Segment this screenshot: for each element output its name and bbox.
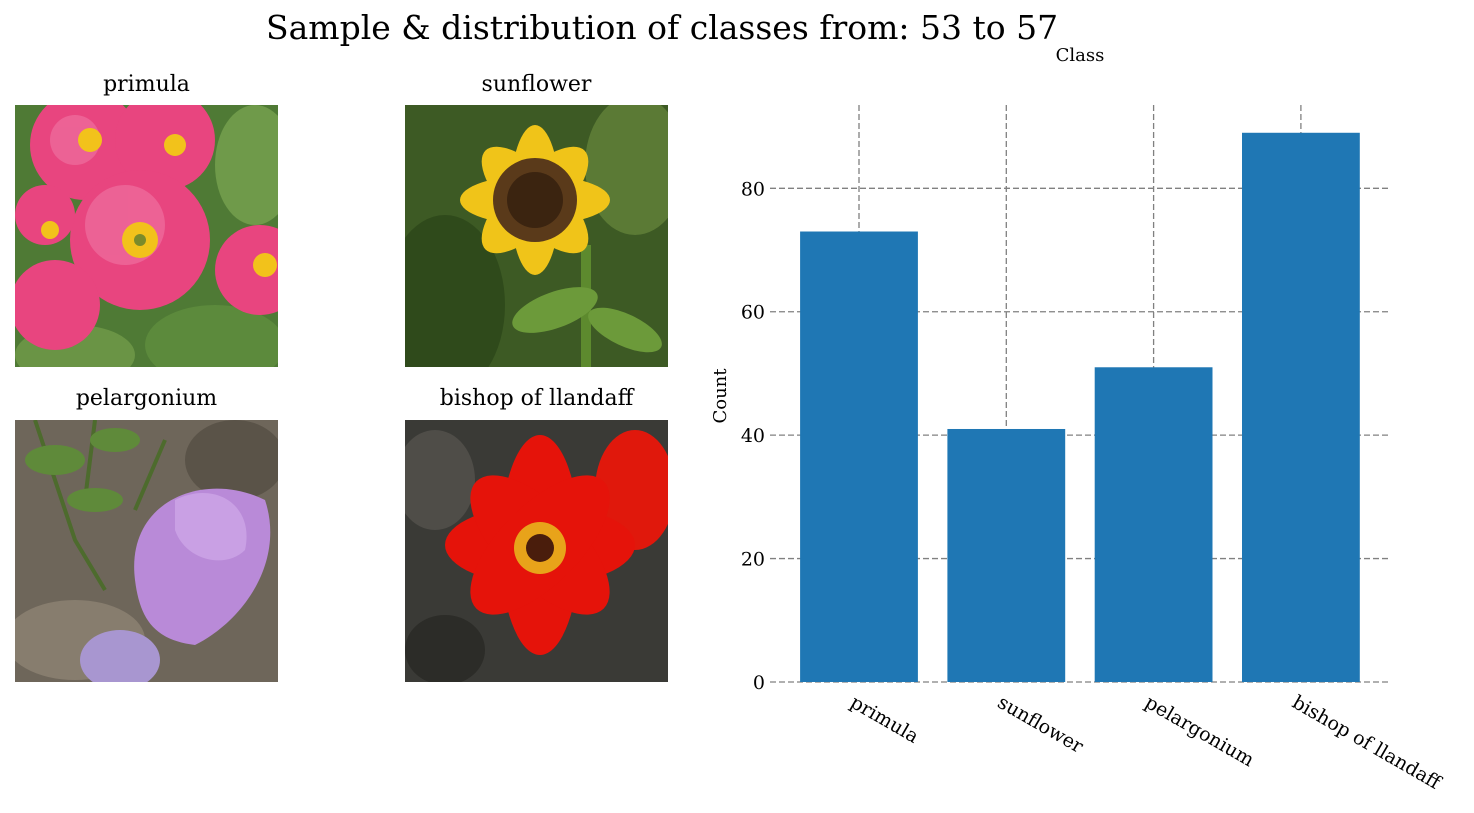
y-tick-label: 20 [741, 549, 765, 571]
x-tick-label: bishop of llandaff [1288, 691, 1445, 794]
bar-sunflower [947, 428, 1066, 682]
bar-bishop-of-llandaff [1242, 132, 1360, 683]
y-tick-label: 60 [741, 302, 765, 324]
class-distribution-chart: 0 20 40 60 80 primula sunflower pelargonium bish… [710, 45, 1445, 795]
pelargonium-photo-icon [15, 420, 278, 682]
sample-title-bishop-of-llandaff: bishop of llandaff [439, 386, 634, 411]
figure-title: Sample & distribution of classes from: 5… [266, 8, 1059, 47]
y-tick-label: 40 [741, 425, 765, 447]
sample-title-pelargonium: pelargonium [75, 386, 218, 411]
dahlia-photo-icon [405, 420, 668, 682]
bishop-of-llandaff-image [405, 420, 668, 682]
sample-title-primula: primula [103, 72, 190, 97]
y-tick-label: 0 [753, 672, 765, 694]
sample-title-sunflower: sunflower [481, 72, 592, 97]
x-tick-label: pelargonium [1141, 691, 1258, 771]
bar-primula [800, 231, 918, 682]
primula-photo-icon [15, 105, 278, 367]
x-tick-label: primula [847, 691, 923, 748]
x-tick-label: sunflower [994, 691, 1088, 758]
bars [800, 132, 1360, 683]
sunflower-image [405, 105, 668, 367]
y-tick-label: 80 [741, 178, 765, 200]
chart-title: Class [1056, 45, 1105, 66]
pelargonium-image [15, 420, 278, 682]
sunflower-photo-icon [405, 105, 668, 367]
y-axis-label: Count [710, 368, 731, 424]
primula-image [15, 105, 278, 367]
bar-pelargonium [1094, 367, 1213, 682]
